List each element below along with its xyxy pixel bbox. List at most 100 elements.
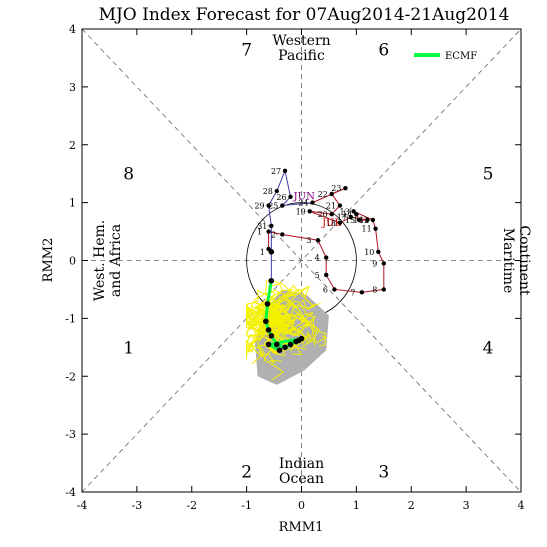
observed-segment — [284, 170, 292, 197]
observed-point — [323, 255, 329, 260]
observed-segment — [375, 228, 379, 252]
y-tick-label: 0 — [69, 255, 76, 268]
ensemble-mean-point — [268, 332, 275, 339]
observed-point — [280, 203, 285, 208]
observed-point — [365, 217, 370, 223]
observed-segment — [334, 288, 362, 293]
region-label-top: Pacific — [278, 48, 325, 64]
observed-point-label: 13 — [340, 207, 350, 216]
observed-point-label: 1 — [260, 248, 265, 257]
ensemble-mean-track — [263, 249, 305, 354]
ensemble-mean-point — [265, 327, 272, 333]
y-tick-label: -3 — [65, 428, 76, 441]
ensemble-member-line — [246, 289, 292, 320]
observed-point-label: 7 — [350, 288, 355, 297]
ensemble-member-line — [246, 306, 285, 331]
x-tick-label: 4 — [518, 499, 525, 512]
month-label: JUN — [293, 192, 315, 203]
observed-point — [315, 238, 321, 243]
region-label-right: Maritime — [500, 228, 516, 294]
ensemble-mean-point — [298, 335, 305, 342]
observed-point-label: 21 — [326, 202, 336, 211]
observed-point — [323, 272, 329, 278]
observed-point-label: 11 — [361, 225, 371, 234]
observed-segment — [331, 187, 346, 195]
observed-point-label: 26 — [276, 193, 286, 202]
ensemble-mean-point — [264, 301, 271, 307]
ensemble-member-line — [270, 303, 293, 328]
y-tick-label: 3 — [69, 81, 76, 94]
observed-point-label: 28 — [263, 187, 273, 196]
observed-point — [351, 209, 356, 214]
phase-number: 6 — [378, 40, 389, 60]
observed-point — [288, 194, 293, 200]
ensemble-mean-segment — [265, 280, 273, 305]
observed-point-label: 8 — [372, 285, 377, 294]
observed-point-label: 5 — [315, 271, 320, 280]
observed-point-label: 14 — [342, 210, 352, 219]
ensemble-member-line — [269, 318, 316, 346]
observed-point — [373, 226, 378, 231]
y-tick-label: 2 — [69, 139, 76, 152]
x-axis-label: RMM1 — [279, 520, 324, 535]
y-tick-label: -2 — [65, 370, 76, 383]
observed-point — [329, 191, 334, 197]
observed-point — [329, 212, 334, 217]
observed-segment — [309, 210, 332, 215]
observed-point — [354, 212, 359, 217]
observed-point — [274, 188, 280, 194]
ensemble-mean-point — [265, 341, 272, 348]
region-label-right: Continent — [516, 225, 532, 296]
observed-segment — [309, 210, 341, 224]
y-tick-label: -1 — [65, 312, 76, 325]
observed-segment — [268, 205, 272, 226]
observed-segment — [276, 170, 286, 192]
observed-point — [307, 209, 312, 214]
month-label: JUL — [321, 218, 341, 229]
observed-point-label: 2 — [271, 230, 276, 239]
legend-label: ECMF — [445, 51, 477, 62]
observed-segment — [317, 240, 327, 258]
observed-segment — [361, 288, 384, 293]
observed-point — [343, 185, 348, 191]
observed-point — [370, 217, 376, 223]
observed-point-label: 25 — [268, 202, 278, 211]
phase-number: 8 — [123, 165, 134, 185]
ensemble-member-line — [246, 320, 284, 381]
region-label-left: West. Hem. — [92, 220, 108, 301]
observed-point-label: 31 — [257, 222, 267, 231]
phase-number: 3 — [378, 463, 389, 483]
observed-point-label: 20 — [318, 210, 328, 219]
observed-point — [280, 232, 285, 237]
phase-number: 5 — [483, 165, 494, 185]
observed-point — [332, 287, 337, 292]
observed-point — [337, 220, 343, 226]
observed-track: 1312928272625242322212019181716151413121… — [254, 167, 387, 297]
observed-segment — [268, 231, 283, 235]
observed-point-label: 29 — [254, 202, 264, 211]
ensemble-member-line — [267, 281, 302, 308]
observed-point-label: 18 — [326, 219, 336, 228]
ensemble-mean-point — [268, 249, 275, 255]
phase-number: 2 — [241, 463, 252, 483]
ensemble-mean-segment — [264, 303, 269, 322]
ensemble-member-line — [246, 289, 283, 330]
observed-point-label: 1 — [257, 228, 262, 237]
chart-title: MJO Index Forecast for 07Aug2014-21Aug20… — [99, 5, 510, 25]
phase-number: 4 — [483, 338, 494, 358]
observed-point — [381, 261, 387, 266]
ensemble-member-line — [269, 304, 317, 323]
x-tick-label: 3 — [463, 499, 470, 512]
region-label-bottom: Ocean — [279, 471, 324, 487]
ensemble-mean-point — [282, 344, 288, 351]
ensemble-mean-point — [276, 347, 283, 354]
x-tick-label: -4 — [77, 499, 88, 512]
x-tick-label: 1 — [353, 499, 360, 512]
observed-point — [310, 200, 315, 205]
observed-point — [356, 217, 362, 223]
observed-point — [359, 290, 365, 295]
observed-point — [282, 168, 288, 173]
